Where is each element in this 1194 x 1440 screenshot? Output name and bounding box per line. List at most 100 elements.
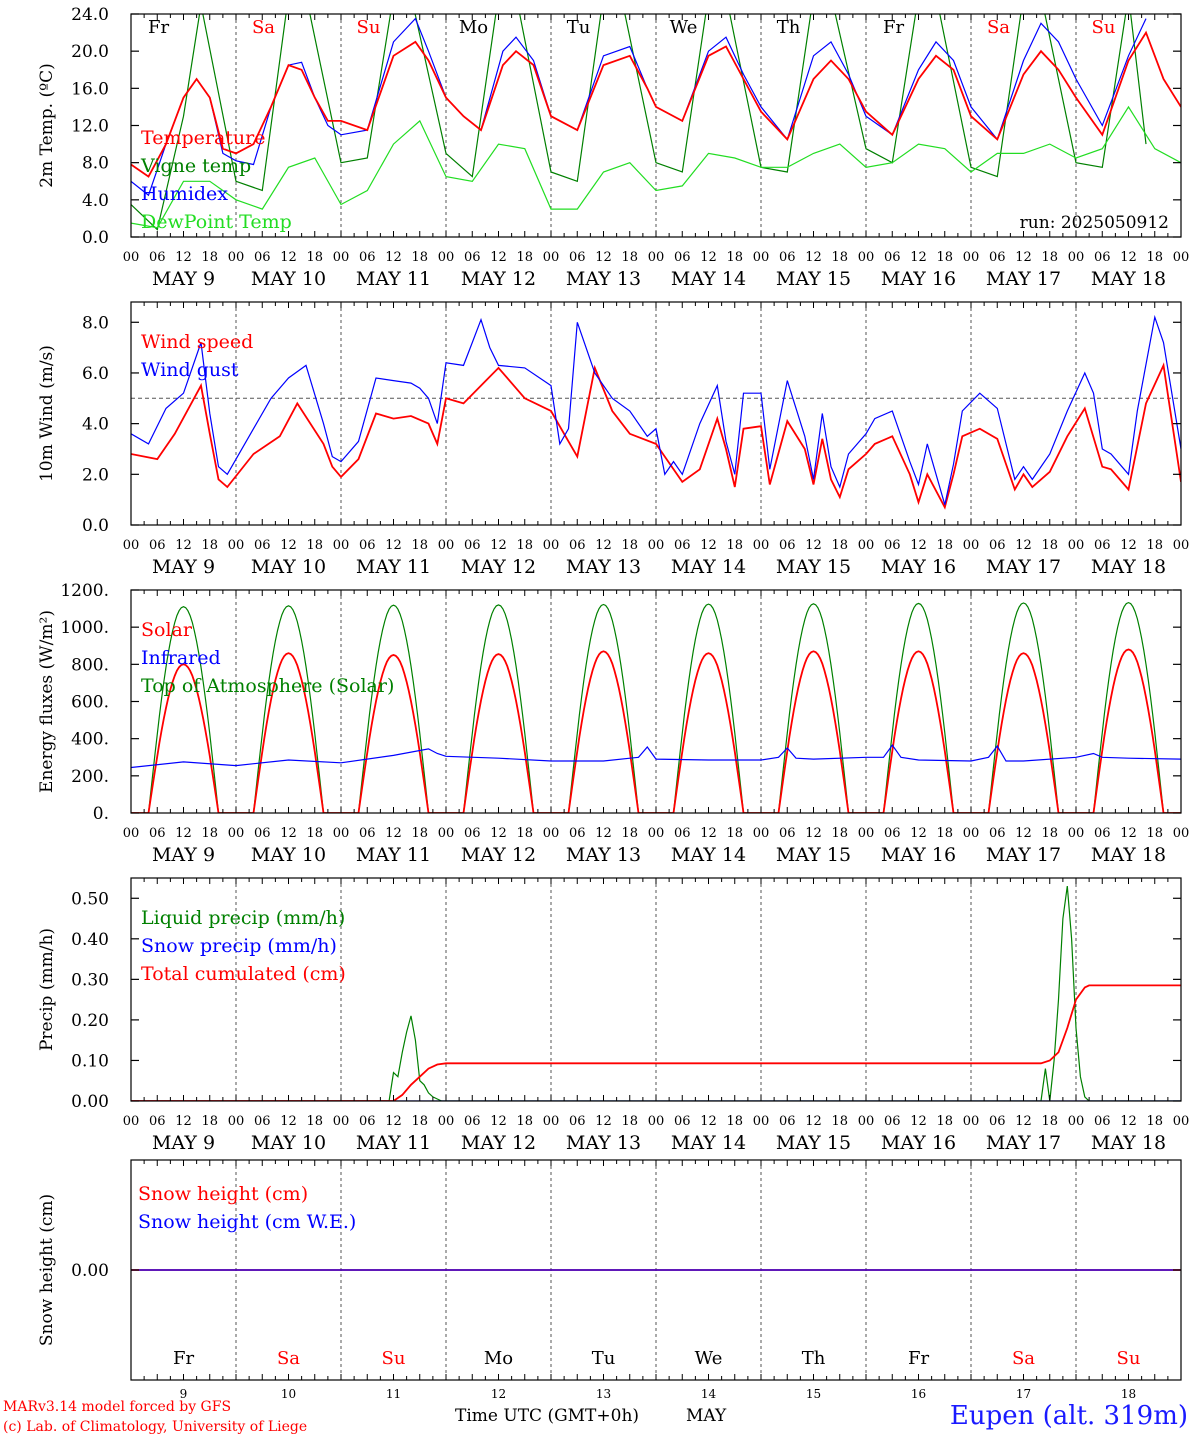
hour-tick-label: 12 [490, 826, 507, 841]
weekday-label: Mo [484, 1348, 513, 1369]
hour-tick-label: 06 [569, 250, 586, 265]
hour-tick-label: 18 [516, 538, 533, 553]
legend-top-of-atmosphere-solar: Top of Atmosphere (Solar) [141, 675, 394, 697]
hour-tick-label: 00 [228, 250, 245, 265]
hour-tick-label: 12 [1015, 250, 1032, 265]
hour-tick-label: 18 [831, 826, 848, 841]
hour-tick-label: 00 [1173, 538, 1190, 553]
day-label: MAY 13 [566, 268, 641, 290]
legend-snow-height-cm-w-e: Snow height (cm W.E.) [138, 1211, 356, 1233]
hour-tick-label: 06 [569, 538, 586, 553]
hour-tick-label: 00 [753, 826, 770, 841]
hour-tick-label: 18 [936, 250, 953, 265]
hour-tick-label: 00 [228, 826, 245, 841]
hour-tick-label: 18 [1146, 250, 1163, 265]
series-wind-speed [131, 362, 1181, 510]
hour-tick-label: 00 [438, 1114, 455, 1129]
hour-tick-label: 00 [963, 826, 980, 841]
y-tick-label: 4.0 [82, 191, 109, 211]
hour-tick-label: 18 [1146, 1114, 1163, 1129]
legend-wind-speed: Wind speed [141, 331, 253, 353]
day-label: MAY 18 [1091, 268, 1166, 290]
panel-energy: 0. 200. 400. 600. 800. 1000. 1200.Energy fluxe… [37, 581, 1189, 866]
hour-tick-label: 12 [1015, 538, 1032, 553]
hour-tick-label: 00 [858, 538, 875, 553]
day-number: 14 [701, 1387, 717, 1401]
hour-tick-label: 00 [963, 538, 980, 553]
hour-tick-label: 06 [779, 1114, 796, 1129]
series-infrared [131, 744, 1181, 769]
day-label: MAY 11 [356, 844, 431, 866]
hour-tick-label: 18 [516, 250, 533, 265]
hour-tick-label: 00 [858, 1114, 875, 1129]
day-label: MAY 15 [776, 1132, 851, 1154]
hour-tick-label: 00 [753, 1114, 770, 1129]
hour-tick-label: 18 [516, 826, 533, 841]
hour-tick-label: 18 [621, 538, 638, 553]
day-label: MAY 14 [671, 1132, 746, 1154]
legend-infrared: Infrared [141, 647, 221, 669]
hour-tick-label: 00 [648, 250, 665, 265]
day-label: MAY 9 [152, 268, 215, 290]
weekday-label: We [695, 1348, 723, 1369]
hour-tick-label: 12 [1120, 250, 1137, 265]
hour-tick-label: 12 [175, 538, 192, 553]
y-tick-label: 0.0 [82, 516, 109, 536]
hour-tick-label: 18 [201, 538, 218, 553]
day-label: MAY 17 [986, 1132, 1061, 1154]
hour-tick-label: 00 [1068, 826, 1085, 841]
hour-tick-label: 06 [464, 1114, 481, 1129]
legend-dewpoint-temp: DewPoint Temp [141, 211, 292, 233]
day-label: MAY 15 [776, 268, 851, 290]
panel-temperature: 0.0 4.0 8.0 12.0 16.0 20.0 24.0 2m Temp. (ºC) Te… [37, 5, 1189, 290]
hour-tick-label: 00 [333, 826, 350, 841]
legend-snow-height-cm: Snow height (cm) [138, 1183, 308, 1205]
hour-tick-label: 12 [385, 1114, 402, 1129]
y-axis-title: Snow height (cm) [37, 1194, 57, 1346]
hour-tick-label: 06 [989, 250, 1006, 265]
day-label: MAY 18 [1091, 556, 1166, 578]
hour-tick-label: 06 [884, 250, 901, 265]
y-tick-label: 16.0 [71, 79, 109, 99]
day-label: MAY 15 [776, 556, 851, 578]
hour-tick-label: 06 [884, 1114, 901, 1129]
day-number: 13 [596, 1387, 611, 1401]
series-group [131, 886, 1181, 1101]
y-tick-label: 1200. [60, 581, 109, 601]
legend-temperature: Temperature [141, 127, 265, 149]
hour-tick-label: 06 [359, 826, 376, 841]
footer-model-credit: MARv3.14 model forced by GFS [3, 1399, 232, 1415]
hour-tick-label: 06 [254, 1114, 271, 1129]
hour-tick-label: 18 [201, 826, 218, 841]
weekday-label: Fr [173, 1348, 194, 1369]
hour-tick-label: 12 [700, 538, 717, 553]
day-number: 11 [386, 1387, 401, 1401]
hour-tick-label: 06 [674, 538, 691, 553]
day-label: MAY 10 [251, 844, 326, 866]
hour-tick-label: 12 [385, 250, 402, 265]
day-label: MAY 18 [1091, 844, 1166, 866]
y-tick-label: 4.0 [82, 415, 109, 435]
day-label: MAY 15 [776, 844, 851, 866]
hour-tick-label: 06 [674, 826, 691, 841]
weekday-label: Th [802, 1348, 826, 1369]
hour-tick-label: 18 [1041, 538, 1058, 553]
day-number: 10 [281, 1387, 296, 1401]
hour-tick-label: 18 [1146, 538, 1163, 553]
hour-tick-label: 18 [726, 538, 743, 553]
day-number: 18 [1121, 1387, 1136, 1401]
legend-total-cumulated-cm: Total cumulated (cm) [141, 963, 346, 985]
hour-tick-label: 18 [936, 1114, 953, 1129]
hour-tick-label: 12 [175, 1114, 192, 1129]
hour-tick-label: 18 [936, 538, 953, 553]
hour-tick-label: 06 [254, 826, 271, 841]
day-label: MAY 10 [251, 1132, 326, 1154]
hour-tick-label: 18 [201, 1114, 218, 1129]
hour-tick-label: 12 [280, 538, 297, 553]
hour-tick-label: 00 [333, 250, 350, 265]
hour-tick-label: 12 [175, 826, 192, 841]
hour-tick-label: 06 [1094, 250, 1111, 265]
hour-tick-label: 00 [228, 538, 245, 553]
hour-tick-label: 12 [805, 1114, 822, 1129]
plot-frame [130, 589, 1182, 814]
